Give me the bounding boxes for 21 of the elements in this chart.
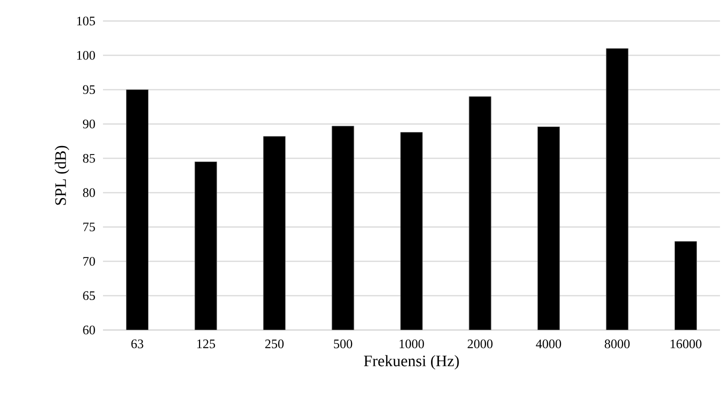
x-tick-label: 250 xyxy=(265,340,284,348)
x-tick-label: 16000 xyxy=(670,340,702,348)
y-tick-label: 70 xyxy=(83,256,95,266)
y-tick-label: 75 xyxy=(83,222,95,232)
y-tick-label: 85 xyxy=(83,154,95,163)
x-tick-label: 500 xyxy=(334,340,352,348)
x-tick-label: 4000 xyxy=(536,340,562,348)
x-tick-label: 8000 xyxy=(604,340,630,348)
x-axis-title: Frekuensi (Hz) xyxy=(364,355,459,370)
y-tick-label: 65 xyxy=(83,291,95,300)
y-tick-label: 60 xyxy=(83,326,95,334)
x-tick-label: 2000 xyxy=(468,340,493,348)
y-tick-label: 90 xyxy=(82,120,95,128)
x-tick-label: 125 xyxy=(197,340,216,348)
y-tick-label: 80 xyxy=(83,188,95,198)
y-tick-label: 100 xyxy=(77,50,95,60)
x-tick-label: 63 xyxy=(131,340,144,348)
y-tick-label: 95 xyxy=(82,85,95,94)
x-tick-label: 1000 xyxy=(400,340,424,348)
y-axis-title: SPL (dB) xyxy=(54,146,70,205)
y-tick-label: 105 xyxy=(77,16,95,26)
